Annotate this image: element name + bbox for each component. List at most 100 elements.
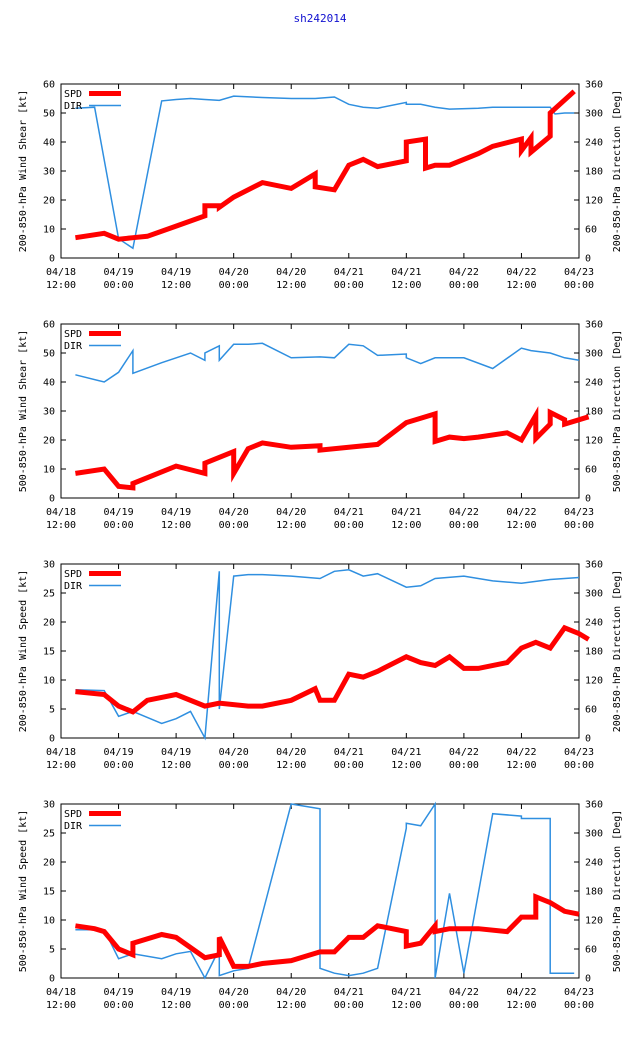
y-tick-label: 20 [43,858,55,869]
y-tick-label: 10 [43,916,55,927]
y-tick-label: 30 [43,560,55,571]
legend-spd-label: SPD [64,89,82,100]
y2-axis-label: 200-850-hPa Direction [Deg] [612,570,623,733]
y-tick-label: 30 [43,800,55,811]
x-tick-date: 04/18 [46,507,76,518]
y2-tick-label: 300 [585,109,603,120]
y-tick-label: 10 [43,225,55,236]
x-tick-time: 00:00 [564,760,594,771]
x-tick-time: 12:00 [161,280,191,291]
x-tick-date: 04/19 [104,987,134,998]
x-tick-date: 04/19 [104,747,134,758]
y2-tick-label: 60 [585,945,597,956]
y2-tick-label: 300 [585,589,603,600]
x-tick-time: 00:00 [219,1000,249,1011]
x-tick-time: 12:00 [391,1000,421,1011]
y2-tick-label: 240 [585,618,603,629]
y-tick-label: 5 [49,945,55,956]
plot-frame [60,563,580,739]
x-tick-time: 00:00 [564,1000,594,1011]
x-tick-date: 04/18 [46,747,76,758]
x-tick-date: 04/22 [506,507,536,518]
page-title: sh242014 [293,12,347,25]
x-tick-time: 12:00 [506,1000,536,1011]
y2-axis-label: 500-850-hPa Direction [Deg] [612,810,623,973]
x-tick-date: 04/22 [449,267,479,278]
x-tick-date: 04/20 [219,267,249,278]
y-tick-label: 10 [43,465,55,476]
x-tick-time: 00:00 [449,280,479,291]
y-tick-label: 25 [43,589,55,600]
y-tick-label: 0 [49,974,55,985]
spd-series-line [75,406,590,491]
y-tick-label: 20 [43,618,55,629]
x-tick-date: 04/23 [564,987,594,998]
y-tick-label: 20 [43,436,55,447]
legend-spd-label: SPD [64,569,82,580]
x-tick-date: 04/23 [564,747,594,758]
x-tick-date: 04/20 [219,987,249,998]
x-tick-date: 04/19 [161,987,191,998]
dir-series-line [75,569,580,741]
x-tick-time: 00:00 [564,280,594,291]
x-tick-time: 00:00 [334,520,364,531]
y2-tick-label: 60 [585,705,597,716]
x-tick-time: 00:00 [219,520,249,531]
x-tick-time: 12:00 [276,760,306,771]
y2-tick-label: 360 [585,560,603,571]
dir-series-line [75,342,580,383]
x-tick-time: 12:00 [161,760,191,771]
y2-tick-label: 240 [585,378,603,389]
y-tick-label: 50 [43,349,55,360]
dir-series-line [75,801,575,980]
legend-dir-label: DIR [64,341,83,352]
spd-series-line [75,624,590,715]
x-tick-date: 04/18 [46,987,76,998]
y-axis-label: 500-850-hPa Wind Shear [kt] [18,330,29,493]
x-tick-date: 04/20 [276,747,306,758]
x-tick-time: 12:00 [506,760,536,771]
y2-tick-label: 120 [585,196,603,207]
y2-axis-label: 200-850-hPa Direction [Deg] [612,90,623,253]
x-tick-date: 04/21 [334,507,364,518]
x-tick-date: 04/20 [276,987,306,998]
x-tick-date: 04/22 [506,267,536,278]
x-tick-date: 04/21 [391,987,421,998]
x-tick-time: 12:00 [276,1000,306,1011]
x-tick-date: 04/21 [334,987,364,998]
x-tick-date: 04/21 [391,267,421,278]
x-tick-time: 00:00 [104,760,134,771]
y-tick-label: 10 [43,676,55,687]
y2-tick-label: 240 [585,138,603,149]
x-tick-time: 00:00 [449,520,479,531]
x-tick-date: 04/22 [449,987,479,998]
x-tick-time: 12:00 [161,1000,191,1011]
y2-tick-label: 120 [585,676,603,687]
x-tick-time: 00:00 [564,520,594,531]
y2-tick-label: 360 [585,320,603,331]
legend-spd-label: SPD [64,329,82,340]
y-tick-label: 0 [49,734,55,745]
x-tick-time: 00:00 [104,520,134,531]
x-tick-time: 00:00 [219,760,249,771]
y-tick-label: 20 [43,196,55,207]
plot-frame [60,323,580,499]
y-axis-label: 200-850-hPa Wind Shear [kt] [18,90,29,253]
chart-2: 0 10 20 30 40 50 60 0 60 120 180 240 300 360 04/18 12:0… [18,320,623,532]
y2-tick-label: 0 [585,974,591,985]
x-tick-time: 00:00 [104,280,134,291]
y-axis-label: 500-850-hPa Wind Speed [kt] [18,810,29,973]
chart-1: 0 10 20 30 40 50 60 0 60 120 180 240 300 360 04/18 12:0… [18,80,623,292]
x-tick-date: 04/22 [506,747,536,758]
x-tick-time: 00:00 [334,280,364,291]
x-tick-time: 12:00 [46,520,76,531]
x-tick-time: 12:00 [46,760,76,771]
dir-series-line [75,95,575,250]
x-tick-date: 04/22 [449,507,479,518]
x-tick-time: 00:00 [104,1000,134,1011]
y2-tick-label: 60 [585,465,597,476]
spd-series-line [75,89,576,242]
legend-dir-label: DIR [64,581,83,592]
y2-tick-label: 360 [585,800,603,811]
y-tick-label: 30 [43,407,55,418]
